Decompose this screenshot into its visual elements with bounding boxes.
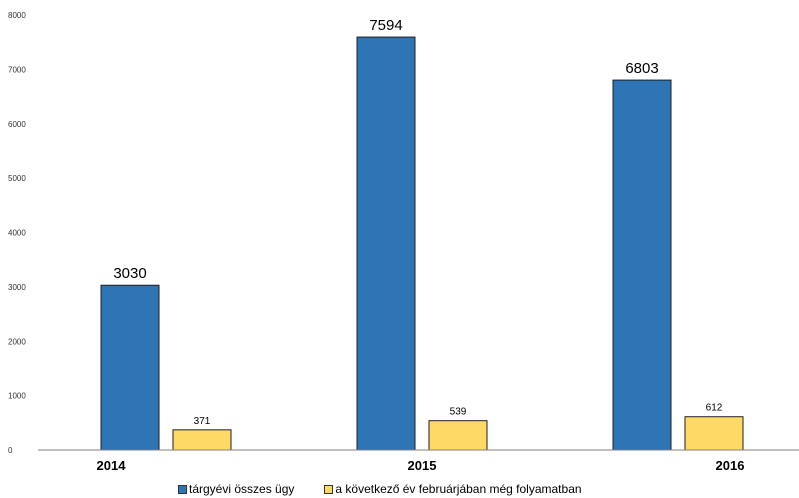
y-tick-label: 0	[8, 446, 13, 455]
legend-label-series-2: a következő év februárjában még folyamat…	[335, 482, 582, 496]
y-tick-label: 8000	[8, 11, 26, 20]
bar-ongoing-2014	[172, 429, 232, 451]
x-tick-label-2015: 2015	[408, 458, 437, 473]
data-label: 6803	[625, 60, 658, 77]
legend-item-series-2: a következő év februárjában még folyamat…	[324, 482, 582, 496]
bar-ongoing-2016	[684, 416, 744, 451]
y-tick-label: 7000	[8, 65, 26, 74]
y-tick-label: 1000	[8, 392, 26, 401]
bars: 3030 371 7594 539 6803 612	[100, 17, 744, 451]
data-label: 539	[450, 407, 467, 418]
x-tick-label-2014: 2014	[97, 458, 127, 473]
y-tick-label: 6000	[8, 120, 26, 129]
data-label: 612	[706, 403, 723, 414]
x-tick-label-2016: 2016	[716, 458, 745, 473]
bar-total-2014	[100, 284, 160, 451]
legend-label-series-1: tárgyévi összes ügy	[189, 482, 295, 496]
y-tick-label: 3000	[8, 283, 26, 292]
legend-item-series-1: tárgyévi összes ügy	[178, 482, 294, 496]
data-label: 371	[194, 416, 211, 427]
data-label: 7594	[369, 17, 402, 34]
y-tick-label: 4000	[8, 229, 26, 238]
legend-swatch-series-2	[324, 484, 334, 494]
bar-ongoing-2015	[428, 420, 488, 451]
y-tick-label: 2000	[8, 337, 26, 346]
y-axis: 0 1000 2000 3000 4000 5000 6000 7000 8000	[8, 11, 26, 455]
bar-chart: 0 1000 2000 3000 4000 5000 6000 7000 8000 3030 37…	[8, 11, 799, 473]
y-tick-label: 5000	[8, 174, 26, 183]
data-label: 3030	[113, 265, 146, 282]
x-axis: 2014 2015 2016	[38, 449, 799, 473]
legend-swatch-series-1	[178, 484, 187, 494]
bar-total-2016	[612, 79, 672, 451]
bar-total-2015	[356, 36, 416, 451]
legend: tárgyévi összes ügy a következő év febru…	[178, 481, 612, 497]
